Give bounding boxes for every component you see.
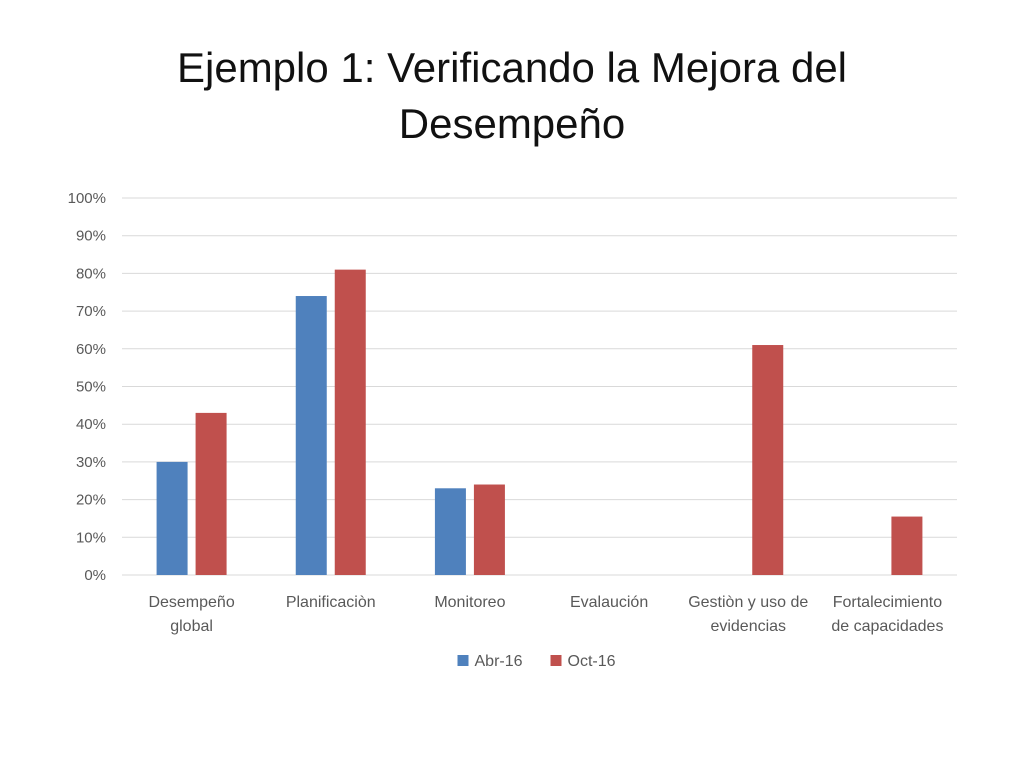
x-category-label: Evalaución (570, 594, 648, 611)
title-line-2: Desempeño (398, 100, 626, 147)
slide-title: Ejemplo 1: Verificando la Mejora del Des… (60, 40, 964, 152)
x-category-label: Fortalecimiento (833, 594, 942, 611)
bar-oct-16 (752, 345, 784, 575)
y-tick-label: 40% (76, 416, 106, 433)
y-tick-label: 0% (84, 567, 106, 584)
x-category-label: evidencias (710, 618, 786, 635)
y-tick-label: 10% (76, 529, 106, 546)
bar-oct-16 (195, 412, 227, 575)
legend-label: Abr-16 (475, 653, 523, 670)
x-category-label: Desempeño (148, 594, 234, 611)
bar-abr-16 (295, 296, 327, 575)
y-tick-label: 100% (68, 190, 106, 207)
y-tick-label: 90% (76, 228, 106, 245)
title-line-1: Ejemplo 1: Verificando la Mejora del (176, 44, 848, 91)
bar-oct-16 (473, 484, 505, 575)
bar-abr-16 (434, 488, 466, 575)
legend-swatch (550, 655, 562, 666)
bar-oct-16 (891, 516, 923, 575)
legend-label: Oct-16 (568, 653, 616, 670)
x-category-label: Planificaciòn (286, 594, 376, 611)
y-tick-label: 70% (76, 303, 106, 320)
y-tick-label: 80% (76, 265, 106, 282)
x-category-label: Gestiòn y uso de (688, 594, 808, 611)
bar-oct-16 (334, 269, 366, 575)
x-category-label: de capacidades (831, 618, 943, 635)
legend-swatch (457, 655, 469, 666)
y-tick-label: 50% (76, 379, 106, 396)
x-category-label: global (170, 618, 213, 635)
y-tick-label: 30% (76, 454, 106, 471)
y-tick-label: 60% (76, 341, 106, 358)
y-tick-label: 20% (76, 492, 106, 509)
bar-abr-16 (156, 461, 188, 575)
x-category-label: Monitoreo (434, 594, 505, 611)
